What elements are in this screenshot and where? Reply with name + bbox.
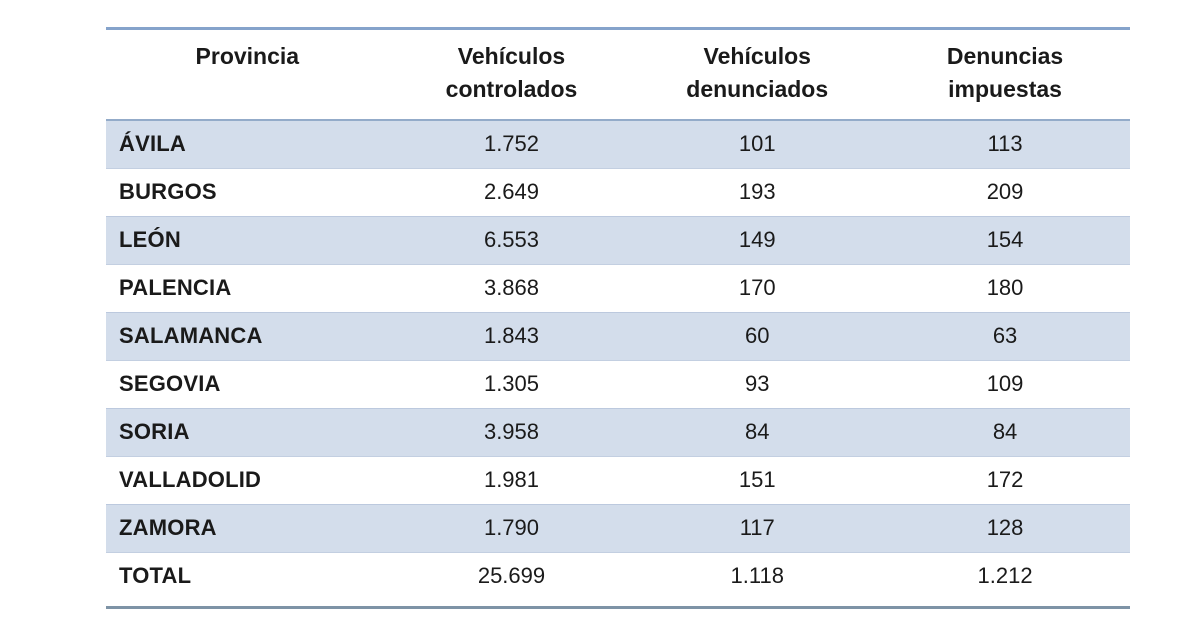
table-row-leon: LEÓN 6.553 149 154 <box>106 216 1130 265</box>
denounced-cell: 101 <box>738 131 776 157</box>
fines-cell: 84 <box>992 419 1018 445</box>
col-header-controlados-line1: Vehículos <box>457 43 566 69</box>
table-row-palencia: PALENCIA 3.868 170 180 <box>106 264 1130 313</box>
total-fines-cell: 1.212 <box>977 563 1033 589</box>
fines-cell: 172 <box>986 467 1024 493</box>
fines-cell: 209 <box>986 179 1024 205</box>
denounced-cell: 117 <box>739 515 775 541</box>
header-row: Provincia Vehículos controlados Vehículo… <box>106 28 1130 120</box>
controlled-cell: 1.981 <box>483 467 540 493</box>
col-header-denuncias-impuestas: Denuncias impuestas <box>880 29 1130 120</box>
col-header-impuestas-line2: impuestas <box>948 76 1062 103</box>
denounced-cell: 60 <box>744 323 770 349</box>
province-cell: PALENCIA <box>119 275 232 301</box>
fines-cell: 113 <box>987 131 1023 157</box>
controlled-cell: 1.790 <box>483 515 540 541</box>
province-stats-table-wrap: Provincia Vehículos controlados Vehículo… <box>106 27 1130 609</box>
table-row-segovia: SEGOVIA 1.305 93 109 <box>106 360 1130 409</box>
controlled-cell: 6.553 <box>483 227 540 253</box>
table-row-soria: SORIA 3.958 84 84 <box>106 408 1130 457</box>
denounced-cell: 151 <box>738 467 776 493</box>
col-header-denunciados-line2: denunciados <box>686 76 829 103</box>
province-cell: SEGOVIA <box>119 371 221 397</box>
denounced-cell: 170 <box>738 275 776 301</box>
table-row-total: TOTAL 25.699 1.118 1.212 <box>106 552 1130 600</box>
col-header-controlados-line2: controlados <box>445 76 578 103</box>
province-cell: ZAMORA <box>119 515 217 541</box>
total-denounced-cell: 1.118 <box>730 563 784 589</box>
province-stats-table: Provincia Vehículos controlados Vehículo… <box>106 27 1130 600</box>
col-header-impuestas-line1: Denuncias <box>946 43 1064 69</box>
table-row-burgos: BURGOS 2.649 193 209 <box>106 168 1130 217</box>
fines-cell: 109 <box>986 371 1024 397</box>
controlled-cell: 3.958 <box>483 419 540 445</box>
col-header-provincia-line1: Provincia <box>195 43 300 69</box>
fines-cell: 128 <box>986 515 1024 541</box>
province-cell: VALLADOLID <box>119 467 262 493</box>
province-cell: SORIA <box>119 419 190 445</box>
col-header-denunciados-line1: Vehículos <box>703 43 811 69</box>
total-label-cell: TOTAL <box>119 563 192 589</box>
col-header-vehiculos-controlados: Vehículos controlados <box>389 29 635 120</box>
fines-cell: 154 <box>986 227 1024 253</box>
denounced-cell: 84 <box>744 419 770 445</box>
controlled-cell: 2.649 <box>483 179 540 205</box>
controlled-cell: 1.305 <box>483 371 540 397</box>
table-row-zamora: ZAMORA 1.790 117 128 <box>106 504 1130 553</box>
table-row-valladolid: VALLADOLID 1.981 151 172 <box>106 456 1130 505</box>
province-cell: LEÓN <box>119 227 181 253</box>
table-bottom-rule <box>106 605 1130 609</box>
denounced-cell: 93 <box>744 371 770 397</box>
province-cell: BURGOS <box>119 179 217 205</box>
table-row-salamanca: SALAMANCA 1.843 60 63 <box>106 312 1130 361</box>
province-cell: SALAMANCA <box>119 323 263 349</box>
col-header-provincia: Provincia <box>106 29 389 120</box>
controlled-cell: 1.752 <box>483 131 540 157</box>
denounced-cell: 149 <box>738 227 776 253</box>
total-controlled-cell: 25.699 <box>477 563 546 589</box>
fines-cell: 63 <box>992 323 1018 349</box>
fines-cell: 180 <box>986 275 1024 301</box>
col-header-vehiculos-denunciados: Vehículos denunciados <box>634 29 880 120</box>
controlled-cell: 1.843 <box>483 323 540 349</box>
denounced-cell: 193 <box>738 179 776 205</box>
table-row-avila: ÁVILA 1.752 101 113 <box>106 119 1130 169</box>
province-cell: ÁVILA <box>119 131 186 157</box>
controlled-cell: 3.868 <box>483 275 540 301</box>
